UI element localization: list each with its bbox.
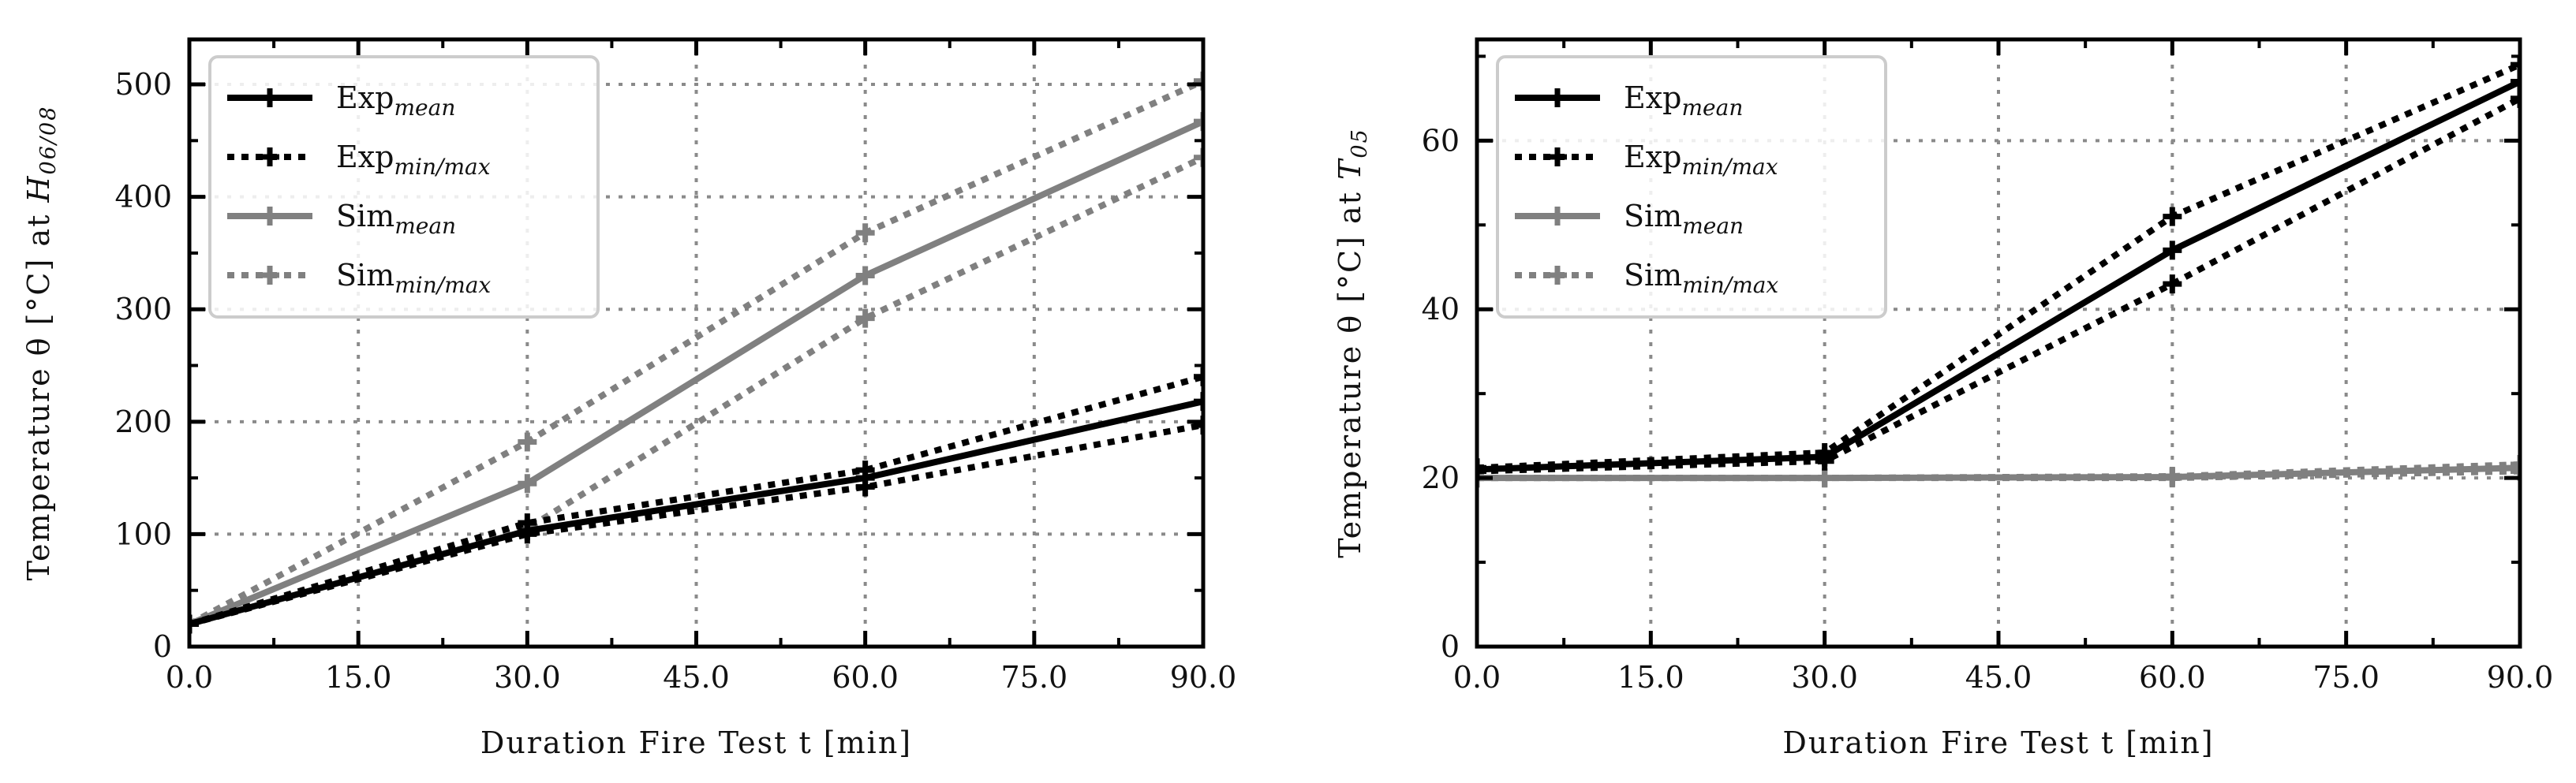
y-axis-label: Temperature θ [°C] at H06/08 — [21, 106, 61, 581]
x-tick-label: 0.0 — [166, 660, 213, 695]
data-point — [855, 223, 875, 243]
chart-2: 0.0 15.0 30.0 45.0 60.0 75.0 90.0 0 20 40 60 Durati… — [1333, 37, 2554, 760]
data-point — [1194, 392, 1203, 412]
x-tick-label: 60.0 — [2139, 660, 2206, 695]
data-point — [2511, 88, 2520, 108]
legend-entry-label: Simmin/max — [336, 258, 491, 298]
x-tick-label: 15.0 — [1617, 660, 1684, 695]
x-tick-label: 30.0 — [494, 660, 561, 695]
data-point — [2511, 55, 2520, 75]
data-point — [189, 614, 199, 634]
data-point — [2163, 240, 2182, 260]
x-tick-label: 0.0 — [1453, 660, 1501, 695]
legend-entry-label: Simmean — [336, 199, 456, 239]
legend-marker — [260, 147, 279, 166]
series-line-exp-min — [189, 422, 1203, 628]
y-tick-label: 400 — [114, 180, 172, 214]
x-axis-label: Duration Fire Test t [min] — [1782, 725, 2214, 760]
data-point — [855, 308, 875, 328]
y-tick-label: 20 — [1422, 460, 1460, 495]
series-line-exp-mean — [189, 398, 1203, 628]
data-point — [855, 266, 875, 285]
y-axis-label: Temperature θ [°C] at T05 — [1333, 128, 1372, 558]
data-point — [2163, 207, 2182, 226]
legend: Expmean Expmin/max Simmean Simmin/max — [208, 55, 600, 319]
series-line-sim-mean — [189, 118, 1203, 628]
x-tick-label: 60.0 — [832, 660, 899, 695]
data-point — [518, 432, 537, 452]
y-tick-label: 0 — [1441, 629, 1460, 664]
data-point — [1194, 367, 1203, 386]
legend-marker — [260, 207, 279, 226]
x-axis-label: Duration Fire Test t [min] — [480, 725, 912, 760]
legend: Expmean Expmin/max Simmean Simmin/max — [1496, 55, 1887, 319]
data-point — [1194, 416, 1203, 435]
data-point — [518, 521, 537, 541]
data-point — [1194, 147, 1203, 167]
data-point — [855, 468, 875, 488]
ticks: 0.0 15.0 30.0 45.0 60.0 75.0 90.0 0 20 40 60 — [1422, 39, 2554, 695]
legend-marker — [260, 266, 279, 285]
legend-box — [1496, 55, 1887, 319]
data-point — [1194, 71, 1203, 91]
legend-marker — [1548, 88, 1567, 107]
data-point — [1477, 460, 1486, 479]
legend-box — [208, 55, 600, 319]
series-group — [189, 71, 1203, 634]
data-point — [1194, 112, 1203, 132]
series-group — [1477, 55, 2520, 488]
legend-entry-label: Simmean — [1624, 199, 1744, 239]
x-tick-label: 30.0 — [1791, 660, 1858, 695]
y-tick-label: 300 — [114, 292, 172, 326]
x-tick-label: 45.0 — [663, 660, 730, 695]
data-point — [518, 474, 537, 494]
legend-entry-label: Expmean — [1624, 80, 1743, 121]
x-tick-label: 75.0 — [2312, 660, 2380, 695]
series-line-exp-max — [189, 373, 1203, 628]
y-tick-label: 100 — [114, 516, 172, 551]
data-point — [2511, 455, 2520, 474]
x-tick-label: 90.0 — [2487, 660, 2554, 695]
chart-1: 0.0 15.0 30.0 45.0 60.0 75.0 90.0 0 100 200 300 400… — [21, 37, 1236, 760]
legend-marker — [1548, 147, 1567, 166]
series-line-sim-max — [189, 78, 1203, 628]
legend-entry-label: Expmin/max — [1624, 140, 1778, 180]
data-point — [2163, 274, 2182, 294]
data-point — [1815, 468, 1834, 488]
series-line-sim-mean — [1477, 464, 2520, 482]
x-tick-label: 15.0 — [325, 660, 392, 695]
x-tick-label: 90.0 — [1170, 660, 1237, 695]
x-tick-label: 45.0 — [1965, 660, 2032, 695]
y-tick-label: 200 — [114, 405, 172, 439]
legend-marker — [1548, 207, 1567, 226]
y-tick-label: 40 — [1422, 292, 1460, 326]
series-line-exp-mean — [1477, 78, 2520, 473]
x-tick-label: 75.0 — [1001, 660, 1068, 695]
data-point — [2511, 458, 2520, 478]
data-point — [2163, 468, 2182, 487]
legend-marker — [260, 88, 279, 107]
data-point — [1815, 447, 1834, 467]
ticks: 0.0 15.0 30.0 45.0 60.0 75.0 90.0 0 100 200 300 400… — [114, 39, 1236, 695]
y-tick-label: 0 — [153, 629, 172, 664]
legend-marker — [1548, 266, 1567, 285]
data-point — [2511, 72, 2520, 91]
y-tick-label: 500 — [114, 67, 172, 102]
legend-entry-label: Simmin/max — [1624, 258, 1778, 298]
y-tick-label: 60 — [1422, 123, 1460, 158]
legend-entry-label: Expmin/max — [336, 140, 491, 180]
data-point — [2511, 461, 2520, 481]
legend-entry-label: Expmean — [336, 80, 455, 121]
